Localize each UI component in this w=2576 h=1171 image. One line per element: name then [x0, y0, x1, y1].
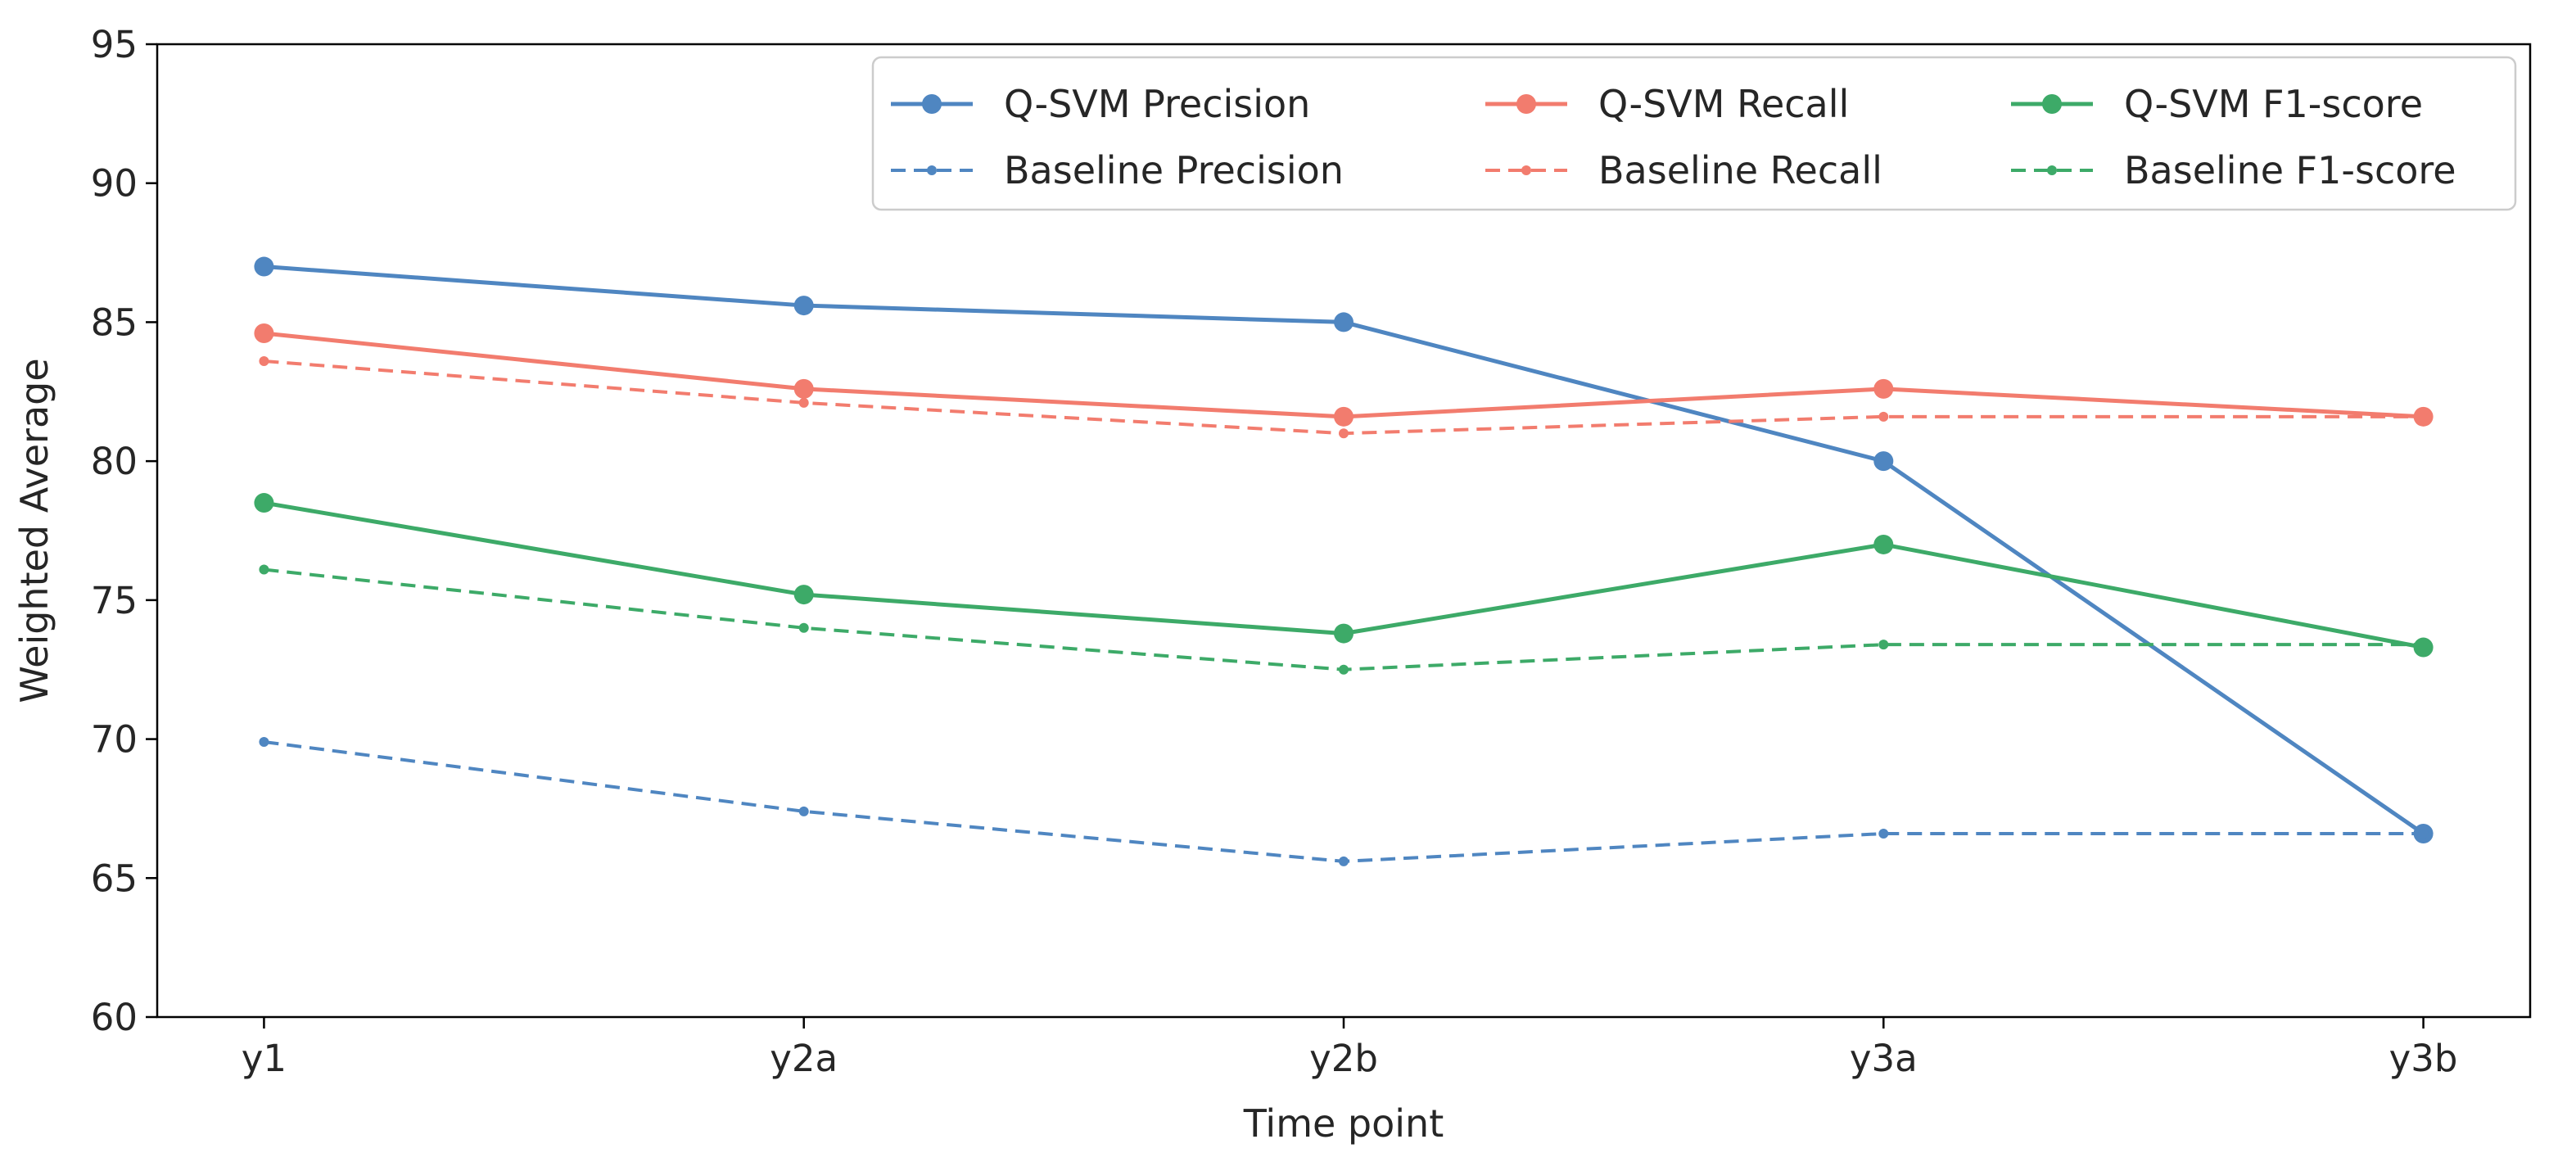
- data-point-q-svm-recall: [254, 323, 274, 344]
- series-baseline-recall: [259, 355, 2429, 439]
- data-point-baseline-precision: [1878, 828, 1889, 839]
- data-point-q-svm-f1-score: [1873, 534, 1894, 554]
- data-point-q-svm-recall: [1334, 406, 1354, 427]
- x-axis-label: Time point: [1243, 1101, 1444, 1146]
- data-point-q-svm-f1-score: [254, 493, 274, 513]
- data-point-q-svm-recall: [793, 378, 814, 399]
- data-point-baseline-precision: [1339, 856, 1349, 866]
- data-point-q-svm-f1-score: [793, 585, 814, 605]
- data-point-baseline-recall: [2418, 411, 2429, 422]
- series-line-baseline-precision: [264, 739, 2424, 863]
- y-tick-label: 70: [91, 718, 138, 762]
- x-tick-label: y1: [242, 1037, 287, 1080]
- data-point-baseline-f1-score: [1339, 664, 1349, 675]
- series-line-q-svm-precision: [264, 264, 2425, 836]
- legend-item-baseline-precision: Baseline Precision: [891, 148, 1344, 192]
- y-tick-label: 90: [91, 162, 138, 206]
- x-tick-label: y3a: [1850, 1037, 1918, 1080]
- legend-item-q-svm-f1-score: Q-SVM F1-score: [2011, 82, 2423, 126]
- series-layer: [254, 256, 2434, 866]
- legend-label: Q-SVM Recall: [1598, 82, 1849, 126]
- legend-item-baseline-recall: Baseline Recall: [1485, 148, 1882, 192]
- data-point-baseline-f1-score: [259, 564, 269, 575]
- data-point-q-svm-precision: [1873, 451, 1894, 472]
- axes: 60 65 70 75 80 85 90 95 y1 y2a y2b y3a y3b: [91, 23, 2532, 1080]
- y-tick-label: 60: [91, 996, 138, 1039]
- legend-marker-q-svm-f1-score: [2042, 94, 2062, 114]
- x-tick-label: y3b: [2389, 1037, 2458, 1080]
- data-point-baseline-recall: [1878, 411, 1889, 422]
- legend-marker-baseline-f1-score: [2047, 165, 2057, 175]
- legend-label: Baseline Recall: [1598, 148, 1882, 192]
- x-tick-label: y2a: [770, 1037, 838, 1080]
- series-q-svm-precision: [254, 256, 2434, 843]
- data-point-baseline-recall: [798, 397, 809, 408]
- data-point-baseline-recall: [1339, 428, 1349, 439]
- data-point-baseline-precision: [798, 806, 809, 816]
- y-tick-label: 65: [91, 857, 138, 900]
- data-point-baseline-precision: [2418, 828, 2429, 839]
- x-tick-label: y2b: [1309, 1037, 1378, 1080]
- data-point-baseline-f1-score: [1878, 640, 1889, 650]
- data-point-q-svm-recall: [1873, 378, 1894, 399]
- legend-label: Baseline F1-score: [2124, 148, 2456, 192]
- legend: Q-SVM Precision Baseline Precision Q-SVM R…: [871, 56, 2517, 211]
- legend-item-q-svm-precision: Q-SVM Precision: [891, 82, 1310, 126]
- legend-marker-q-svm-precision: [922, 94, 942, 114]
- legend-box: [871, 56, 2517, 211]
- legend-item-q-svm-recall: Q-SVM Recall: [1485, 82, 1849, 126]
- series-baseline-f1-score: [259, 564, 2429, 675]
- series-q-svm-f1-score: [254, 493, 2434, 658]
- series-line-q-svm-recall: [264, 331, 2424, 419]
- data-point-q-svm-f1-score: [1334, 623, 1354, 644]
- series-q-svm-recall: [254, 323, 2434, 427]
- data-point-baseline-f1-score: [798, 622, 809, 633]
- legend-label: Q-SVM F1-score: [2124, 82, 2423, 126]
- y-tick-label: 85: [91, 301, 138, 344]
- y-axis-label: Weighted Average: [12, 358, 56, 703]
- legend-item-baseline-f1-score: Baseline F1-score: [2011, 148, 2456, 192]
- data-point-baseline-precision: [259, 736, 269, 747]
- data-point-q-svm-precision: [1334, 312, 1354, 332]
- data-point-baseline-f1-score: [2418, 640, 2429, 650]
- data-point-q-svm-precision: [254, 256, 274, 277]
- legend-label: Baseline Precision: [1004, 148, 1344, 192]
- y-tick-label: 80: [91, 440, 138, 483]
- legend-marker-q-svm-recall: [1516, 94, 1536, 114]
- y-tick-label: 95: [91, 23, 138, 66]
- legend-marker-baseline-recall: [1521, 165, 1531, 175]
- series-baseline-precision: [259, 736, 2429, 866]
- data-point-q-svm-precision: [793, 296, 814, 316]
- y-tick-label: 75: [91, 579, 138, 622]
- legend-marker-baseline-precision: [927, 165, 937, 175]
- data-point-baseline-recall: [259, 355, 269, 366]
- legend-label: Q-SVM Precision: [1004, 82, 1310, 126]
